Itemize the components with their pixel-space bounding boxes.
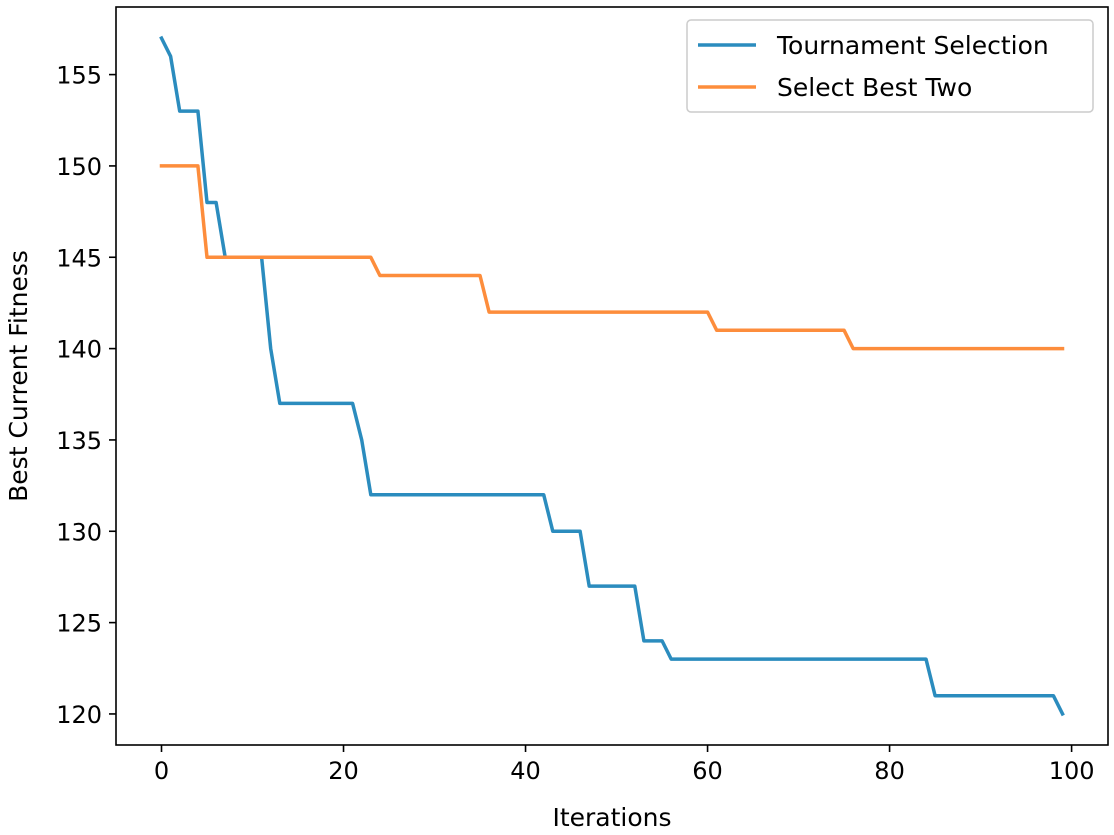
series-line-select-best-two — [159, 164, 1065, 351]
x-axis-label: Iterations — [552, 803, 671, 830]
ticks-layer: 0 20 40 60 80 100 120 125 130 135 140 145 150 155 — [56, 62, 1094, 785]
x-tick-label: 0 — [154, 757, 169, 785]
y-tick-label: 145 — [56, 244, 102, 272]
plot-frame — [115, 6, 1109, 746]
y-tick-label: 150 — [56, 153, 102, 181]
y-tick-label: 130 — [56, 518, 102, 546]
y-tick-label: 135 — [56, 427, 102, 455]
y-axis-label: Best Current Fitness — [4, 250, 33, 502]
legend-box — [686, 19, 1094, 113]
x-tick-label: 20 — [328, 757, 359, 785]
series-line-tournament-selection — [159, 35, 1065, 717]
legend-label-tournament-selection: Tournament Selection — [776, 31, 1049, 60]
y-tick-label: 155 — [56, 62, 102, 90]
y-tick-label: 125 — [56, 610, 102, 638]
y-tick-label: 120 — [56, 701, 102, 729]
x-tick-label: 40 — [510, 757, 541, 785]
legend-label-select-best-two: Select Best Two — [777, 73, 972, 102]
legend: Tournament Selection Select Best Two — [686, 19, 1094, 113]
x-tick-label: 60 — [692, 757, 723, 785]
series-layer — [159, 35, 1065, 717]
x-tick-label: 100 — [1049, 757, 1095, 785]
x-tick-label: 80 — [874, 757, 905, 785]
y-tick-label: 140 — [56, 336, 102, 364]
